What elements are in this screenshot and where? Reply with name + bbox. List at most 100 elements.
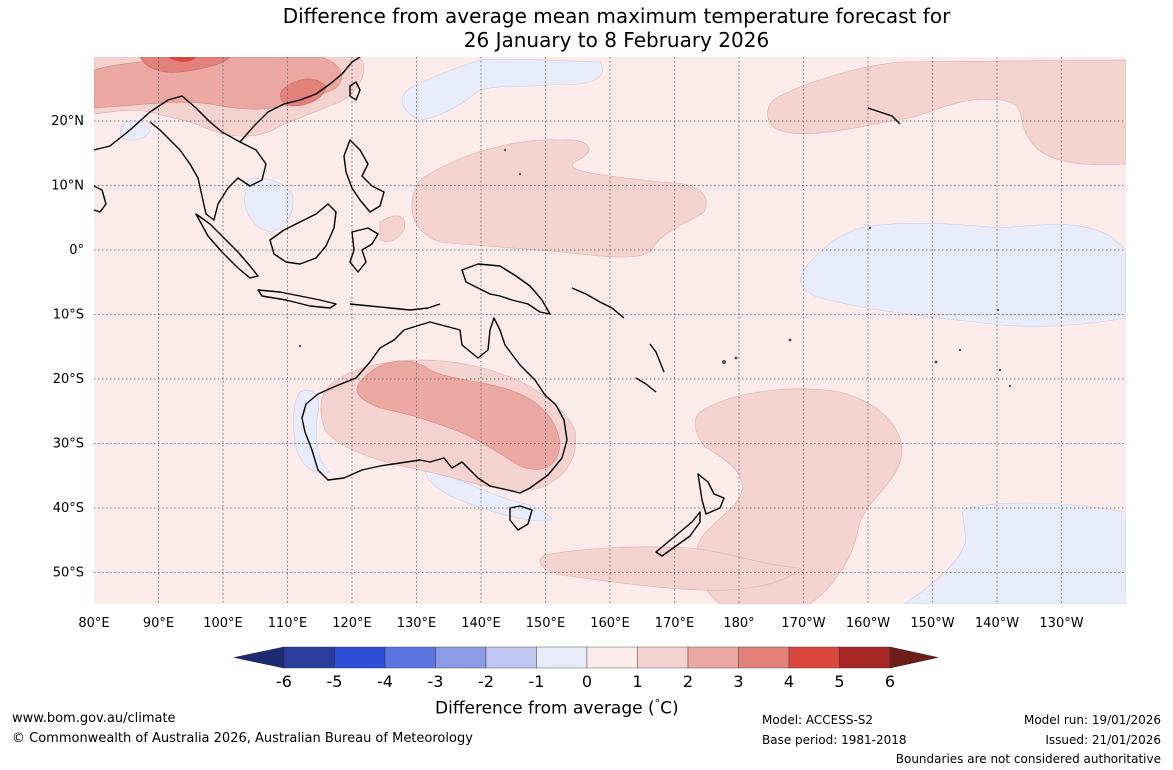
colorbar-segment [637,646,689,669]
anomaly-warm-tasman-south [539,546,801,591]
map-frame [94,57,1126,604]
colorbar-segment [839,646,891,669]
colorbar-segment [687,646,739,669]
longitude-label: 130°W [1039,616,1083,631]
longitude-label: 90°E [143,616,174,631]
coast-borneo [269,203,337,265]
colorbar-segment [586,646,638,669]
latitude-label: 30°S [53,437,84,452]
colorbar-tick-label: 2 [683,672,693,691]
coast-solomons [571,287,625,319]
anomaly-warm-china [280,78,327,107]
anomaly-warm-himalaya [139,57,231,73]
colorbar-tick-label: -6 [276,672,292,691]
latitude-label: 0° [69,243,84,258]
coast-new-caledonia [635,377,657,393]
anomaly-warm-southwest-pacific [694,388,903,604]
model-text: Model: ACCESS-S2 [762,713,874,727]
longitude-label: 180° [723,616,754,631]
anomaly-warm-north-pacific [767,59,1126,166]
coast-sumatra [195,213,259,279]
colorbar-over-arrow [889,646,939,669]
coast-new-zealand-south [655,511,701,557]
colorbar-tick-label: 3 [733,672,743,691]
coast-taiwan [349,81,361,101]
colorbar-segment [738,646,790,669]
latitude-label: 50°S [53,566,84,581]
anomaly-warm-central-australia [356,360,561,470]
base-period-text: Base period: 1981-2018 [762,733,907,747]
anomaly-hot-tibet [168,57,196,62]
longitude-label: 160°E [590,616,630,631]
disclaimer-text: Boundaries are not considered authoritat… [895,752,1161,766]
website-text: www.bom.gov.au/climate [12,711,176,726]
colorbar-tick-label: 0 [582,672,592,691]
colorbar-segment [435,646,487,669]
longitude-label: 150°E [526,616,566,631]
colorbar [233,646,939,669]
colorbar-segment [384,646,436,669]
longitude-labels: 80°E 90°E 100°E 110°E 120°E 130°E 140°E 150°E 16… [78,616,1083,631]
issued-text: Issued: 21/01/2026 [1045,733,1161,747]
anomaly-cool-borneo [243,178,294,233]
longitude-label: 170°W [781,616,825,631]
map-title: Difference from average mean maximum tem… [0,4,1173,52]
coastlines [94,57,901,557]
colorbar-tick-labels: -6 -5 -4 -3 -2 -1 0 1 2 3 4 5 6 [276,672,895,691]
colorbar-segment [788,646,840,669]
coast-mainland-se-asia [94,95,267,221]
copyright-text: © Commonwealth of Australia 2026, Austra… [12,731,473,746]
latitude-label: 40°S [53,501,84,516]
colorbar-label: Difference from average ( [435,698,655,719]
colorbar-segment [283,646,335,669]
anomaly-warm-western-pacific [411,139,707,258]
latitude-labels: 20°N 10°N 0° 10°S 20°S 30°S 40°S 50°S [51,114,84,581]
colorbar-title: Difference from average (°C) [435,697,679,719]
coast-philippines [343,139,385,213]
colorbar-tick-label: 4 [784,672,794,691]
title-line-1: Difference from average mean maximum tem… [282,4,951,28]
longitude-label: 140°W [975,616,1019,631]
anomaly-cool-bass-strait [424,469,553,522]
anomaly-cool-indian-ocean [119,120,151,141]
coast-china [239,57,361,143]
colorbar-tick-label: -2 [478,672,494,691]
longitude-label: 140°E [461,616,501,631]
anomaly-cool-north-pacific [401,58,603,121]
colorbar-segment [485,646,537,669]
latitude-label: 10°N [51,179,84,194]
latitude-label: 10°S [53,308,84,323]
colorbar-tick-label: -1 [529,672,545,691]
longitude-label: 150°W [910,616,954,631]
longitude-label: 100°E [203,616,243,631]
longitude-label: 120°E [332,616,372,631]
coast-java [257,289,337,309]
longitude-label: 80°E [78,616,109,631]
anomaly-cool-southeast-pacific [904,502,1126,604]
coast-sulawesi [349,227,379,273]
coast-new-guinea [461,263,551,315]
colorbar-tick-label: -3 [428,672,444,691]
coast-hawaii [867,107,901,125]
coast-india [94,185,107,213]
anomaly-cool-southwest-australia [293,390,331,474]
small-islands [298,148,1012,388]
latitude-label: 20°S [53,372,84,387]
colorbar-tick-label: -4 [377,672,393,691]
longitude-label: 110°E [268,616,308,631]
coast-new-zealand-north [697,473,725,515]
longitude-label: 160°W [846,616,890,631]
colorbar-tick-label: 1 [632,672,642,691]
coast-lesser-sunda [349,303,441,311]
coast-australia [301,317,568,494]
coast-tasmania [509,505,533,531]
colorbar-tick-label: 5 [834,672,844,691]
colorbar-under-arrow [233,646,285,669]
longitude-label: 170°E [655,616,695,631]
degree-symbol: ° [654,697,661,710]
colorbar-segment [536,646,588,669]
anomaly-cool-central-pacific [800,223,1126,327]
colorbar-tick-label: -5 [327,672,343,691]
colorbar-unit: C) [660,698,679,719]
